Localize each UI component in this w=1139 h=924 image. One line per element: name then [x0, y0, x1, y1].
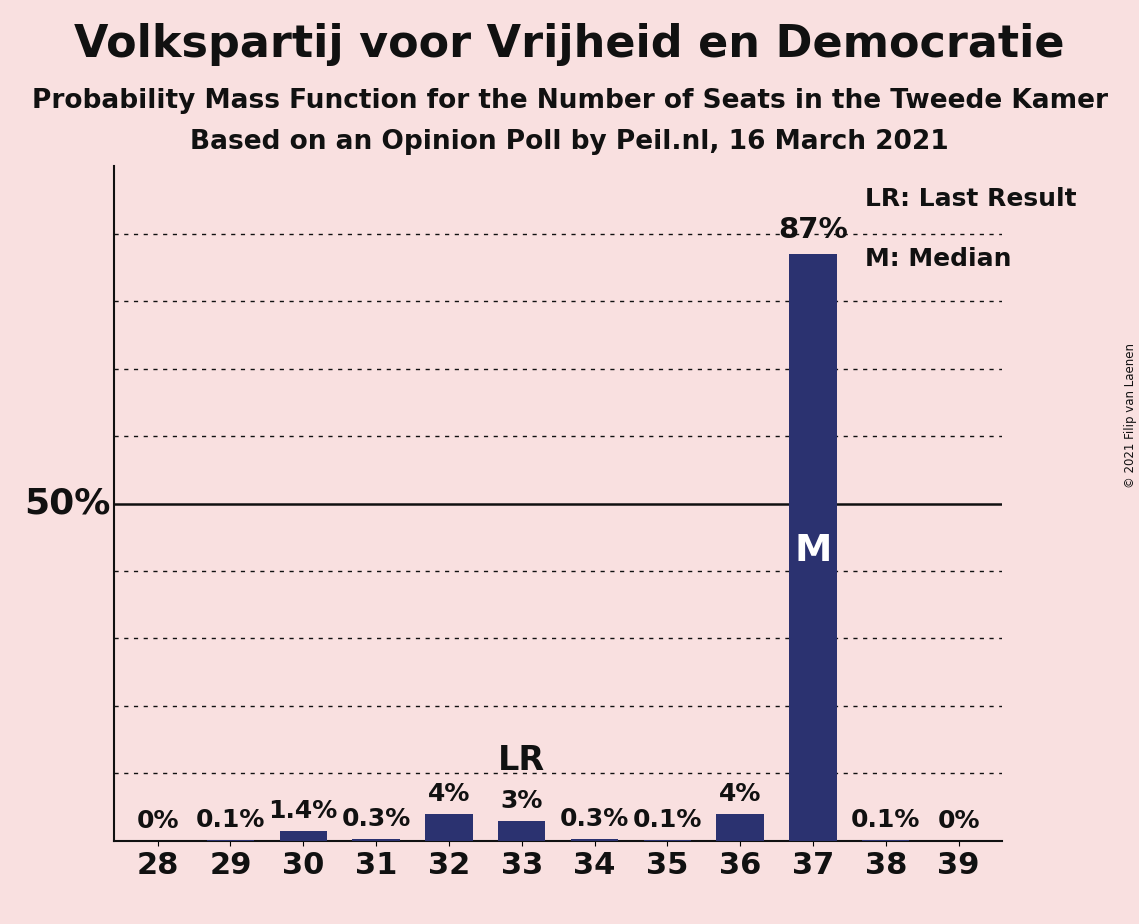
Text: Volkspartij voor Vrijheid en Democratie: Volkspartij voor Vrijheid en Democratie — [74, 23, 1065, 67]
Bar — [789, 254, 837, 841]
Text: M: Median: M: Median — [865, 248, 1011, 272]
Bar — [571, 839, 618, 841]
Text: 0.3%: 0.3% — [560, 807, 629, 831]
Text: M: M — [794, 533, 831, 569]
Bar — [425, 814, 473, 841]
Text: Probability Mass Function for the Number of Seats in the Tweede Kamer: Probability Mass Function for the Number… — [32, 88, 1107, 114]
Text: 0%: 0% — [937, 808, 980, 833]
Bar — [716, 814, 764, 841]
Text: 0.1%: 0.1% — [196, 808, 265, 833]
Text: © 2021 Filip van Laenen: © 2021 Filip van Laenen — [1124, 344, 1137, 488]
Text: 0.1%: 0.1% — [851, 808, 920, 833]
Text: LR: LR — [498, 744, 546, 777]
Text: Based on an Opinion Poll by Peil.nl, 16 March 2021: Based on an Opinion Poll by Peil.nl, 16 … — [190, 129, 949, 155]
Text: LR: Last Result: LR: Last Result — [865, 187, 1076, 211]
Text: 4%: 4% — [427, 782, 470, 806]
Text: 50%: 50% — [24, 487, 110, 520]
Text: 0%: 0% — [137, 808, 179, 833]
Text: 0.3%: 0.3% — [342, 807, 411, 831]
Text: 87%: 87% — [778, 216, 847, 244]
Bar — [498, 821, 546, 841]
Text: 4%: 4% — [719, 782, 761, 806]
Bar — [352, 839, 400, 841]
Bar — [279, 832, 327, 841]
Text: 3%: 3% — [500, 788, 543, 812]
Text: 0.1%: 0.1% — [632, 808, 702, 833]
Text: 1.4%: 1.4% — [269, 799, 338, 823]
